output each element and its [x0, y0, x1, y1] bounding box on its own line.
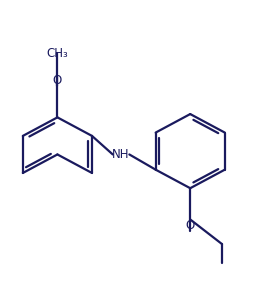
Text: O: O [186, 219, 195, 232]
Text: NH: NH [112, 148, 130, 161]
Text: CH₃: CH₃ [46, 47, 68, 60]
Text: O: O [53, 74, 62, 87]
